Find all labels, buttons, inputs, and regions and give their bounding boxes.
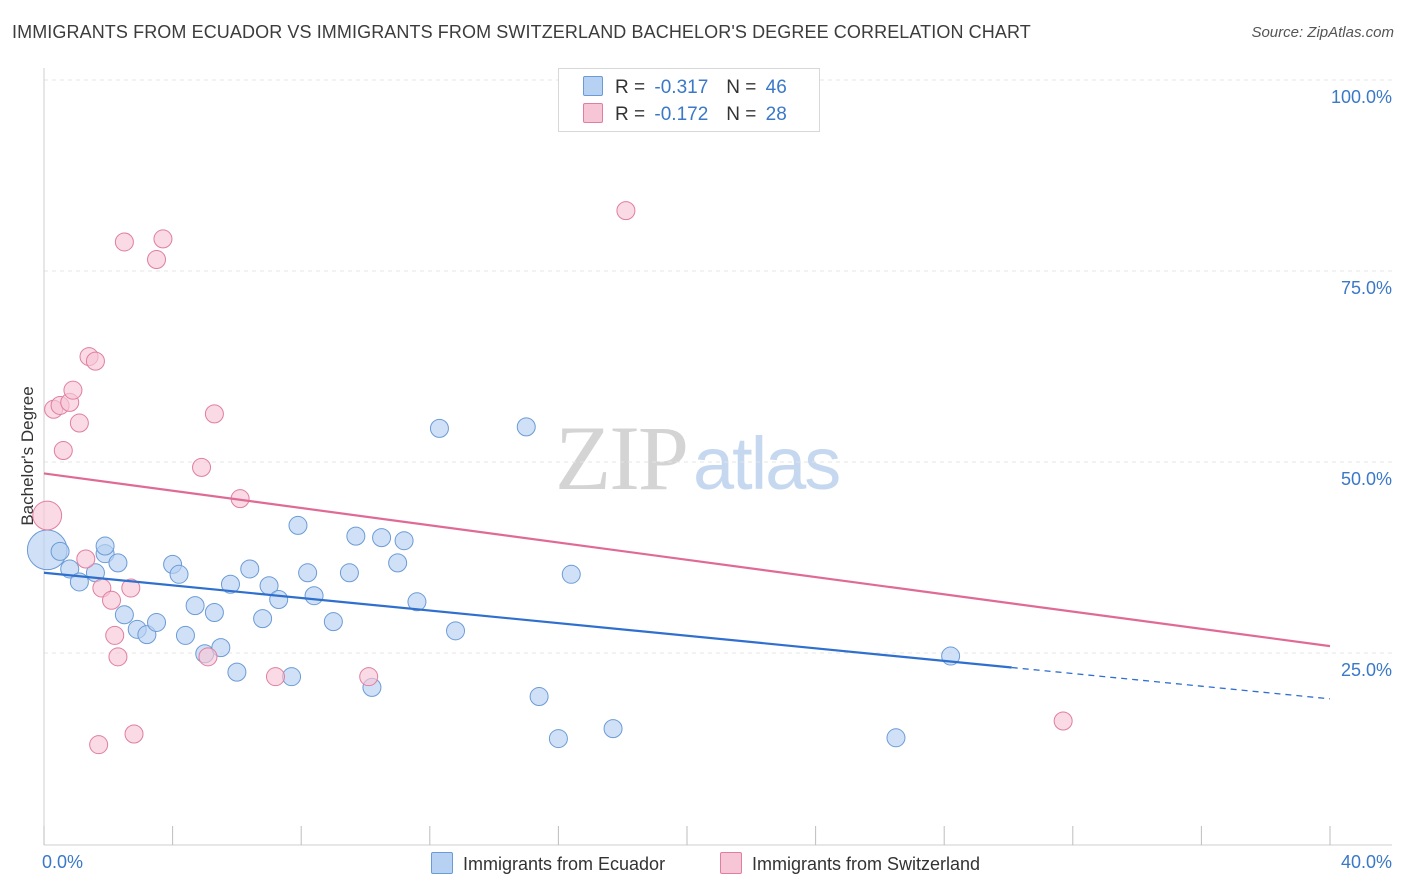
point-switzerland-14: [108, 647, 128, 667]
point-switzerland-27: [1053, 711, 1073, 731]
point-switzerland-17: [124, 724, 144, 744]
point-switzerland-18: [147, 250, 167, 270]
x-tick-label-max: 40.0%: [1340, 852, 1392, 872]
point-switzerland-25: [359, 667, 379, 687]
point-ecuador-20: [227, 662, 247, 682]
point-switzerland-12: [102, 590, 122, 610]
bottom-legend-label-switzerland: Immigrants from Switzerland: [752, 854, 981, 874]
point-switzerland-19: [153, 229, 173, 249]
point-switzerland-10: [89, 735, 109, 755]
point-ecuador-11: [147, 612, 167, 632]
point-ecuador-37: [429, 418, 449, 438]
point-ecuador-44: [886, 728, 906, 748]
point-ecuador-40: [529, 687, 549, 707]
point-switzerland-20: [192, 457, 212, 477]
y-tick-label-25: 25.0%: [1340, 660, 1392, 680]
x-tick-label-min: 0.0%: [42, 852, 84, 872]
point-switzerland-13: [105, 625, 125, 645]
bottom-legend-ecuador: Immigrants from Ecuador: [431, 852, 665, 875]
point-ecuador-19: [220, 574, 240, 594]
point-switzerland-21: [198, 647, 218, 667]
point-switzerland-5: [63, 380, 83, 400]
point-ecuador-15: [185, 596, 205, 616]
point-ecuador-8: [114, 605, 134, 625]
point-ecuador-42: [561, 564, 581, 584]
point-switzerland-6: [69, 413, 89, 433]
point-switzerland-15: [114, 232, 134, 252]
point-ecuador-35: [394, 531, 414, 551]
correlation-legend: R = -0.317 N = 46 R = -0.172 N = 28: [558, 68, 820, 132]
legend-r-value: -0.172: [654, 104, 709, 125]
point-ecuador-30: [339, 563, 359, 583]
point-ecuador-36: [407, 592, 427, 612]
point-switzerland-7: [76, 549, 96, 569]
watermark-atlas: atlas: [693, 422, 841, 505]
legend-n-value: 28: [765, 104, 787, 125]
point-ecuador-27: [298, 563, 318, 583]
y-tick-label-75: 75.0%: [1340, 278, 1392, 298]
trend-line-ecuador: [43, 571, 1012, 669]
trend-line-switzerland: [43, 472, 1331, 648]
point-switzerland-16: [121, 578, 141, 598]
point-switzerland-9: [85, 351, 105, 371]
point-ecuador-39: [516, 417, 536, 437]
point-ecuador-13: [169, 564, 189, 584]
point-ecuador-22: [253, 609, 273, 629]
legend-swatch-switzerland: [583, 103, 603, 123]
bottom-legend-label-ecuador: Immigrants from Ecuador: [463, 854, 666, 874]
legend-n-value: 46: [765, 77, 787, 98]
point-ecuador-26: [288, 515, 308, 535]
y-tick-label-100: 100.0%: [1330, 87, 1392, 107]
bottom-legend-swatch-ecuador: [431, 852, 453, 874]
point-ecuador-6: [95, 536, 115, 556]
point-switzerland-26: [616, 201, 636, 221]
legend-swatch-ecuador: [583, 76, 603, 96]
point-ecuador-14: [175, 625, 195, 645]
point-ecuador-21: [240, 559, 260, 579]
point-ecuador-29: [323, 612, 343, 632]
point-ecuador-18: [211, 638, 231, 658]
legend-r-value: -0.317: [654, 77, 709, 98]
legend-row-switzerland: R = -0.172 N = 28: [583, 103, 787, 127]
point-ecuador-34: [388, 553, 408, 573]
point-ecuador-43: [603, 719, 623, 739]
point-ecuador-25: [282, 667, 302, 687]
watermark: ZIPatlas: [555, 405, 841, 511]
source-credit: Source: ZipAtlas.com: [1251, 24, 1394, 41]
point-ecuador-17: [204, 603, 224, 623]
point-switzerland-24: [265, 667, 285, 687]
point-switzerland-3: [53, 441, 73, 461]
legend-r-label: R =: [615, 77, 646, 98]
legend-n-label: N =: [726, 77, 757, 98]
legend-r-label: R =: [615, 104, 646, 125]
point-ecuador-1: [50, 541, 70, 561]
trend-line-ecuador-extension: [1011, 666, 1331, 700]
point-switzerland-0: [32, 500, 63, 531]
point-ecuador-33: [372, 528, 392, 548]
point-ecuador-31: [346, 526, 366, 546]
legend-row-ecuador: R = -0.317 N = 46: [583, 76, 787, 100]
legend-n-label: N =: [726, 104, 757, 125]
point-ecuador-2: [60, 559, 80, 579]
point-ecuador-28: [304, 586, 324, 606]
point-ecuador-7: [108, 553, 128, 573]
y-tick-label-50: 50.0%: [1340, 469, 1392, 489]
point-ecuador-41: [548, 729, 568, 749]
chart-title: IMMIGRANTS FROM ECUADOR VS IMMIGRANTS FR…: [12, 22, 1031, 42]
point-ecuador-24: [269, 590, 289, 610]
point-ecuador-38: [446, 621, 466, 641]
point-switzerland-22: [204, 404, 224, 424]
bottom-legend-switzerland: Immigrants from Switzerland: [720, 852, 980, 875]
watermark-zip: ZIP: [555, 407, 689, 509]
bottom-legend-swatch-switzerland: [720, 852, 742, 874]
